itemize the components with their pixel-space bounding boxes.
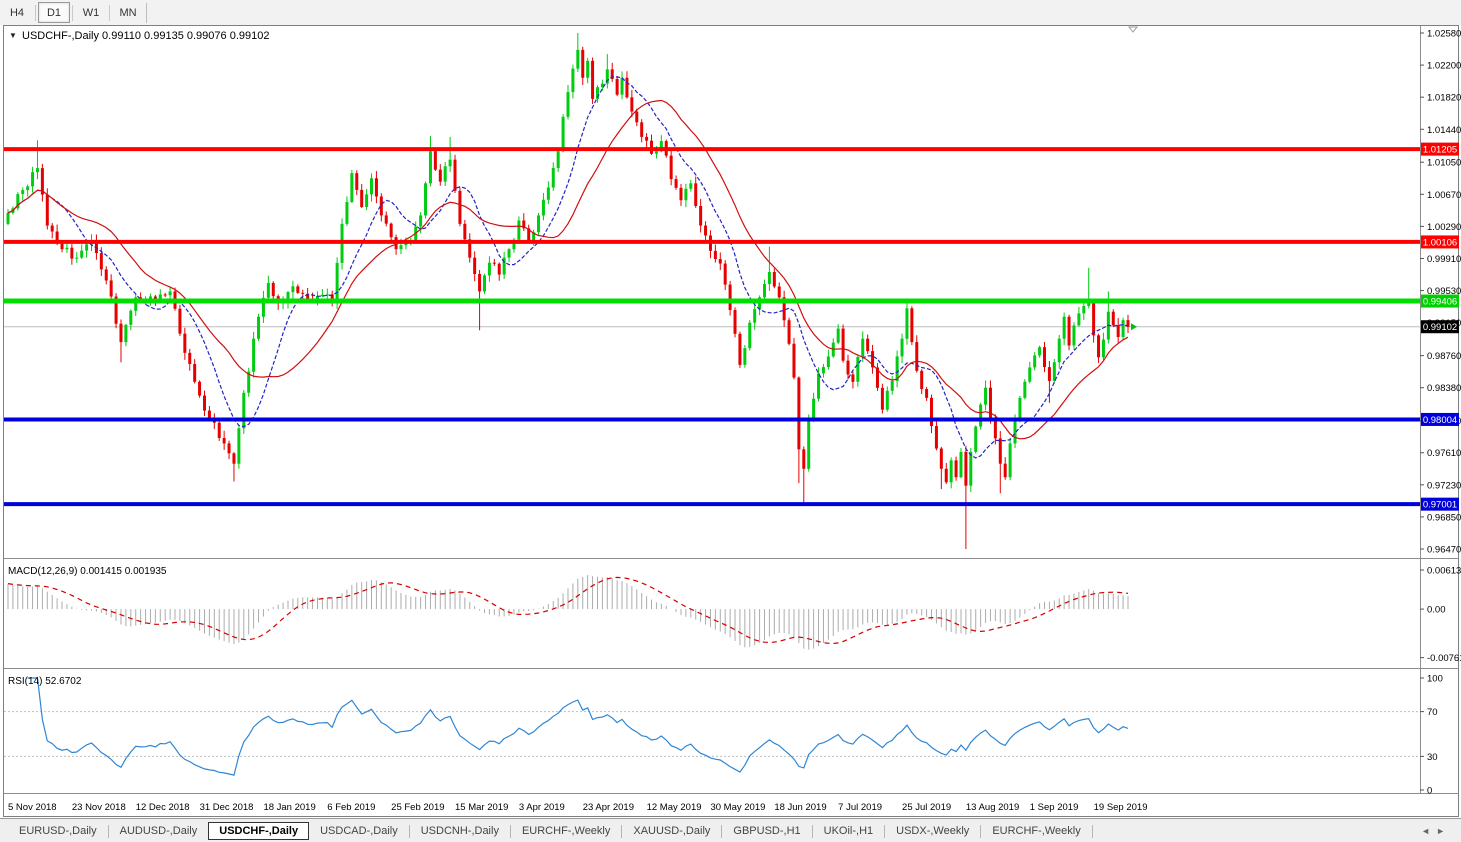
tab-separator	[884, 824, 886, 838]
rsi-tick-label: 100	[1427, 674, 1443, 685]
price-pane	[4, 33, 1420, 549]
tab-usdx-weekly[interactable]: USDX-,Weekly	[896, 825, 970, 837]
tab-separator	[107, 824, 109, 838]
rsi-label: RSI(14) 52.6702	[8, 676, 82, 687]
chart-canvas[interactable]: ▼ USDCHF-,Daily 0.99110 0.99135 0.99076 0…	[0, 25, 1461, 818]
timeframe-button-mn[interactable]: MN	[119, 6, 137, 19]
price-tick-label: 0.96850	[1427, 512, 1461, 523]
tab-separator	[509, 824, 511, 838]
macd-label: MACD(12,26,9) 0.001415 0.001935	[8, 566, 167, 577]
macd-tick-label: 0.00	[1427, 605, 1446, 616]
tab-separator	[408, 824, 410, 838]
price-label-chips: 1.01205 1.00106 0.99406 0.98004 0.97001 0.991…	[1421, 142, 1459, 511]
timeframe-button-h4[interactable]: H4	[9, 6, 25, 19]
symbol-ohlc-label: USDCHF-,Daily 0.99110 0.99135 0.99076 0.…	[22, 30, 269, 42]
date-tick-label: 5 Nov 2018	[8, 802, 57, 813]
price-chip-label: 0.99406	[1423, 297, 1457, 308]
price-tick-label: 0.99530	[1427, 286, 1461, 297]
tab-separator	[980, 824, 982, 838]
price-chip-label: 1.01205	[1423, 145, 1457, 156]
tab-scroll-right-icon[interactable]: ►	[1436, 826, 1451, 836]
ma-slow-line	[7, 99, 1129, 440]
date-tick-label: 31 Dec 2018	[200, 802, 254, 813]
date-tick-label: 23 Apr 2019	[583, 802, 634, 813]
timeframe-button-d1[interactable]: D1	[38, 2, 70, 23]
tab-separator	[621, 824, 623, 838]
toolbar-separator	[146, 2, 147, 23]
date-tick-label: 19 Sep 2019	[1094, 802, 1148, 813]
price-tick-label: 0.98380	[1427, 383, 1461, 394]
price-tick-label: 1.00670	[1427, 190, 1461, 201]
price-chip-label: 0.97001	[1423, 500, 1457, 511]
collapse-triangle-icon[interactable]: ▼	[9, 31, 17, 40]
tab-gbpusd-h1[interactable]: GBPUSD-,H1	[733, 825, 801, 837]
date-tick-label: 6 Feb 2019	[327, 802, 375, 813]
price-tick-label: 0.99910	[1427, 254, 1461, 265]
tab-audusd-daily[interactable]: AUDUSD-,Daily	[119, 825, 198, 837]
price-tick-label: 1.02200	[1427, 61, 1461, 72]
price-chip-label: 0.98004	[1423, 415, 1457, 426]
chart-tab-bar: EURUSD-,Daily AUDUSD-,Daily USDCHF-,Dail…	[0, 818, 1461, 842]
date-tick-label: 13 Aug 2019	[966, 802, 1019, 813]
date-tick-label: 7 Jul 2019	[838, 802, 882, 813]
date-tick-label: 18 Jun 2019	[774, 802, 826, 813]
macd-histogram	[7, 575, 1129, 650]
price-tick-label: 1.00290	[1427, 222, 1461, 233]
date-tick-label: 15 Mar 2019	[455, 802, 508, 813]
rsi-tick-label: 70	[1427, 707, 1438, 718]
tab-eurchf-weekly[interactable]: EURCHF-,Weekly	[521, 825, 611, 837]
macd-pane	[7, 575, 1129, 650]
chart-shift-marker-icon[interactable]	[1127, 26, 1139, 33]
chart-title: ▼ USDCHF-,Daily 0.99110 0.99135 0.99076 0…	[9, 30, 269, 42]
price-chip-label: 1.00106	[1423, 237, 1457, 248]
toolbar-separator	[109, 4, 110, 21]
price-tick-label: 1.01820	[1427, 93, 1461, 104]
tab-usdcad-daily[interactable]: USDCAD-,Daily	[320, 825, 398, 837]
tab-xauusd-daily[interactable]: XAUUSD-,Daily	[633, 825, 711, 837]
tab-scroll-arrows[interactable]: ◄►	[1421, 826, 1451, 836]
rsi-tick-label: 30	[1427, 752, 1438, 763]
date-tick-label: 23 Nov 2018	[72, 802, 126, 813]
price-tick-label: 1.01440	[1427, 125, 1461, 136]
price-pointer-arrow-icon	[1131, 323, 1138, 331]
price-tick-label: 1.01050	[1427, 158, 1461, 169]
price-tick-label: 0.98760	[1427, 351, 1461, 362]
date-tick-label: 12 May 2019	[647, 802, 702, 813]
timeframe-toolbar: H4 D1 W1 MN	[0, 0, 1461, 25]
rsi-pane	[4, 677, 1420, 776]
price-tick-label: 1.02580	[1427, 29, 1461, 40]
macd-tick-label: -0.00761	[1427, 653, 1461, 664]
date-tick-label: 25 Jul 2019	[902, 802, 951, 813]
rsi-tick-label: 0	[1427, 786, 1432, 797]
macd-signal-line	[7, 576, 1129, 645]
date-tick-label: 3 Apr 2019	[519, 802, 565, 813]
date-tick-label: 1 Sep 2019	[1030, 802, 1079, 813]
tab-eurchf-weekly-2[interactable]: EURCHF-,Weekly	[992, 825, 1081, 837]
tab-eurusd-daily[interactable]: EURUSD-,Daily	[19, 825, 97, 837]
tab-scroll-left-icon[interactable]: ◄	[1421, 826, 1437, 836]
toolbar-separator	[72, 4, 73, 21]
candles	[6, 33, 1130, 549]
price-tick-label: 0.96470	[1427, 545, 1461, 556]
date-tick-label: 18 Jan 2019	[263, 802, 315, 813]
price-tick-label: 0.97230	[1427, 480, 1461, 491]
macd-tick-label: 0.00613	[1427, 566, 1461, 577]
date-tick-label: 12 Dec 2018	[136, 802, 190, 813]
tab-ukoil-h1[interactable]: UKOil-,H1	[823, 825, 874, 837]
price-chip-label: 0.99102	[1423, 322, 1457, 333]
rsi-line	[27, 677, 1129, 776]
date-axis: 5 Nov 2018 23 Nov 2018 12 Dec 2018 31 Dec 2…	[8, 802, 1148, 813]
toolbar-separator	[35, 4, 36, 21]
date-tick-label: 25 Feb 2019	[391, 802, 444, 813]
timeframe-button-w1[interactable]: W1	[82, 6, 100, 19]
price-tick-label: 0.97610	[1427, 448, 1461, 459]
tab-separator	[1091, 824, 1093, 838]
tab-usdcnh-daily[interactable]: USDCNH-,Daily	[420, 825, 499, 837]
tab-usdchf-daily[interactable]: USDCHF-,Daily	[208, 822, 310, 840]
tab-separator	[721, 824, 723, 838]
ma-fast-line	[7, 76, 1129, 459]
date-tick-label: 30 May 2019	[710, 802, 765, 813]
tab-separator	[811, 824, 813, 838]
